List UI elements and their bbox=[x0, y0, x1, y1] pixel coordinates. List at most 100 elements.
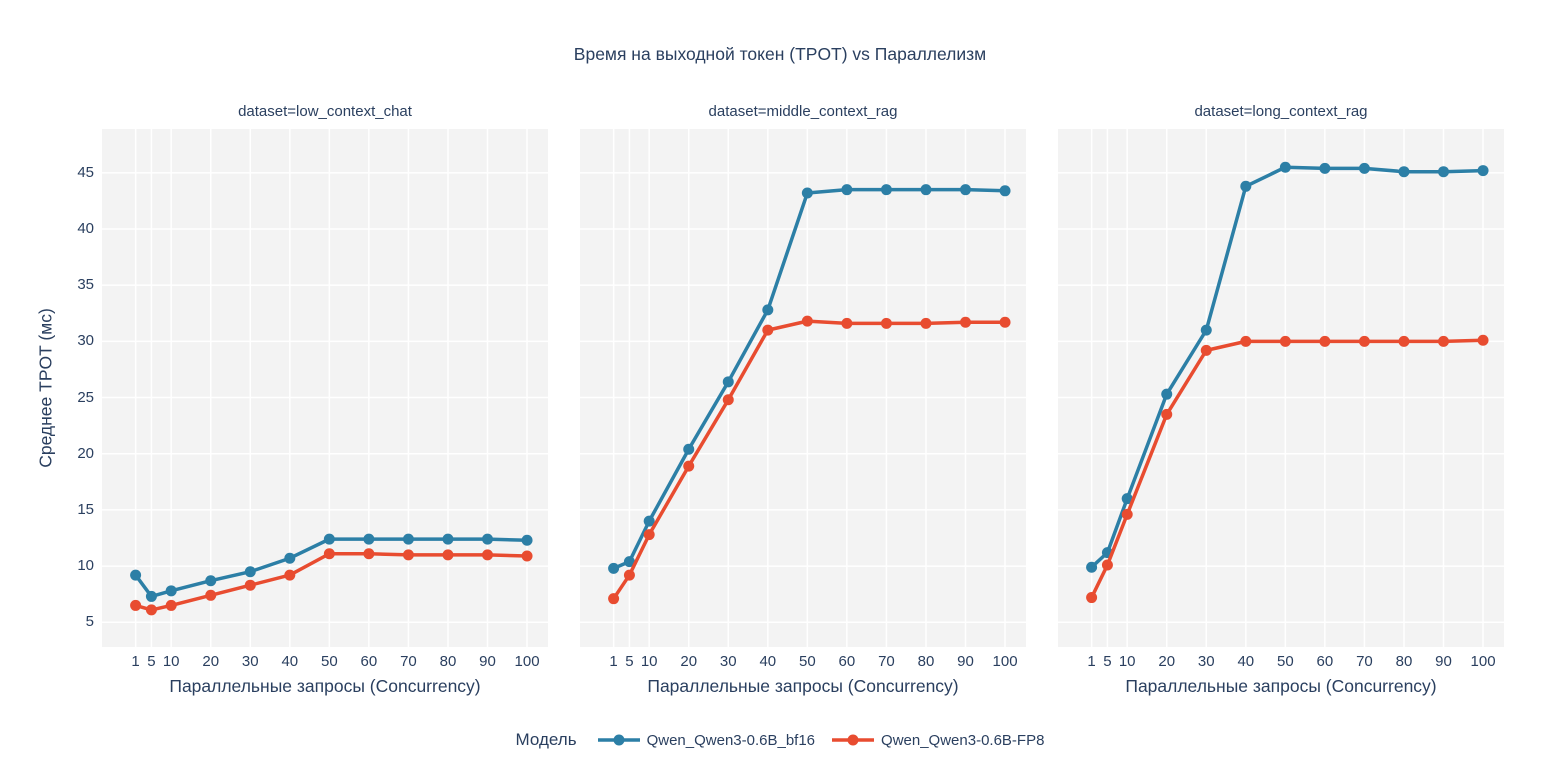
x-tick-label: 20 bbox=[1158, 653, 1176, 670]
data-point[interactable] bbox=[482, 533, 494, 545]
data-point[interactable] bbox=[608, 562, 620, 574]
data-point[interactable] bbox=[442, 533, 454, 545]
x-tick-label: 80 bbox=[439, 653, 457, 670]
data-point[interactable] bbox=[1086, 592, 1098, 604]
data-point[interactable] bbox=[1161, 408, 1173, 420]
data-point[interactable] bbox=[205, 589, 217, 601]
data-point[interactable] bbox=[442, 549, 454, 561]
facet-chart-0[interactable] bbox=[102, 129, 548, 647]
data-point[interactable] bbox=[145, 604, 157, 616]
data-point[interactable] bbox=[1121, 493, 1133, 505]
data-point[interactable] bbox=[722, 376, 734, 388]
data-point[interactable] bbox=[165, 599, 177, 611]
data-point[interactable] bbox=[999, 185, 1011, 197]
x-tick-label: 40 bbox=[1237, 653, 1255, 670]
y-tick-label: 25 bbox=[77, 388, 94, 406]
data-point[interactable] bbox=[402, 549, 414, 561]
data-point[interactable] bbox=[623, 569, 635, 581]
data-point[interactable] bbox=[1086, 561, 1098, 573]
data-point[interactable] bbox=[1438, 335, 1450, 347]
data-point[interactable] bbox=[323, 548, 335, 560]
facet-chart-2[interactable] bbox=[1058, 129, 1504, 647]
data-point[interactable] bbox=[643, 515, 655, 527]
data-point[interactable] bbox=[205, 575, 217, 587]
data-point[interactable] bbox=[244, 579, 256, 591]
data-point[interactable] bbox=[482, 549, 494, 561]
data-point[interactable] bbox=[1121, 508, 1133, 520]
data-point[interactable] bbox=[1279, 335, 1291, 347]
x-tick-label: 50 bbox=[1277, 653, 1294, 670]
data-point[interactable] bbox=[130, 599, 142, 611]
plot-area-middle-context-rag[interactable] bbox=[580, 129, 1026, 647]
y-tick-label: 15 bbox=[77, 500, 94, 518]
data-point[interactable] bbox=[363, 533, 375, 545]
legend-item-bf16[interactable]: Qwen_Qwen3-0.6B_bf16 bbox=[597, 732, 815, 749]
data-point[interactable] bbox=[1101, 559, 1113, 571]
x-tick-label: 1 bbox=[609, 653, 618, 670]
x-tick-label: 10 bbox=[640, 653, 658, 670]
data-point[interactable] bbox=[1240, 335, 1252, 347]
data-point[interactable] bbox=[920, 317, 932, 329]
y-tick-label: 10 bbox=[77, 557, 94, 575]
data-point[interactable] bbox=[722, 394, 734, 406]
data-point[interactable] bbox=[1319, 335, 1331, 347]
series-line-1 bbox=[1090, 338, 1484, 599]
data-point[interactable] bbox=[608, 593, 620, 605]
data-point[interactable] bbox=[284, 569, 296, 581]
data-point[interactable] bbox=[683, 460, 695, 472]
data-point[interactable] bbox=[402, 533, 414, 545]
data-point[interactable] bbox=[920, 184, 932, 196]
y-tick-label: 30 bbox=[77, 332, 94, 350]
data-point[interactable] bbox=[1319, 162, 1331, 174]
data-point[interactable] bbox=[841, 184, 853, 196]
data-point[interactable] bbox=[130, 569, 142, 581]
data-point[interactable] bbox=[762, 324, 774, 336]
x-tick-label: 5 bbox=[625, 653, 634, 670]
data-point[interactable] bbox=[1398, 335, 1410, 347]
x-tick-label: 90 bbox=[1435, 653, 1452, 670]
plot-area-long-context-rag[interactable] bbox=[1058, 129, 1504, 647]
data-point[interactable] bbox=[1398, 166, 1410, 178]
data-point[interactable] bbox=[1477, 165, 1489, 177]
data-point[interactable] bbox=[999, 316, 1011, 328]
data-point[interactable] bbox=[323, 533, 335, 545]
data-point[interactable] bbox=[960, 316, 972, 328]
data-point[interactable] bbox=[623, 556, 635, 568]
facet-chart-1[interactable] bbox=[580, 129, 1026, 647]
data-point[interactable] bbox=[244, 566, 256, 578]
data-point[interactable] bbox=[683, 443, 695, 455]
data-point[interactable] bbox=[284, 552, 296, 564]
data-point[interactable] bbox=[521, 534, 533, 546]
plot-area-low-context-chat[interactable] bbox=[102, 129, 548, 647]
data-point[interactable] bbox=[363, 548, 375, 560]
x-tick-label: 1 bbox=[131, 653, 140, 670]
data-point[interactable] bbox=[841, 317, 853, 329]
data-point[interactable] bbox=[145, 590, 157, 602]
legend: Модель Qwen_Qwen3-0.6B_bf16 Qwen_Qwen3-0… bbox=[0, 730, 1560, 750]
data-point[interactable] bbox=[880, 317, 892, 329]
data-point[interactable] bbox=[165, 585, 177, 597]
data-point[interactable] bbox=[801, 187, 813, 199]
data-point[interactable] bbox=[1200, 324, 1212, 336]
data-point[interactable] bbox=[762, 304, 774, 316]
data-point[interactable] bbox=[1240, 180, 1252, 192]
data-point[interactable] bbox=[1438, 166, 1450, 178]
data-point[interactable] bbox=[880, 184, 892, 196]
data-point[interactable] bbox=[801, 315, 813, 327]
data-point[interactable] bbox=[1200, 344, 1212, 356]
data-point[interactable] bbox=[1279, 161, 1291, 173]
legend-label-fp8: Qwen_Qwen3-0.6B-FP8 bbox=[881, 731, 1045, 749]
x-axis-title-3: Параллельные запросы (Concurrency) bbox=[1125, 676, 1437, 696]
data-point[interactable] bbox=[960, 184, 972, 196]
data-point[interactable] bbox=[521, 550, 533, 562]
data-point[interactable] bbox=[1358, 335, 1370, 347]
y-tick-label: 20 bbox=[77, 444, 94, 462]
x-tick-label: 10 bbox=[1118, 653, 1136, 670]
data-point[interactable] bbox=[1477, 334, 1489, 346]
x-axis-title-2: Параллельные запросы (Concurrency) bbox=[647, 676, 959, 696]
data-point[interactable] bbox=[1358, 162, 1370, 174]
y-tick-label: 35 bbox=[77, 276, 94, 294]
data-point[interactable] bbox=[1161, 388, 1173, 400]
legend-item-fp8[interactable]: Qwen_Qwen3-0.6B-FP8 bbox=[831, 732, 1044, 749]
data-point[interactable] bbox=[643, 529, 655, 541]
